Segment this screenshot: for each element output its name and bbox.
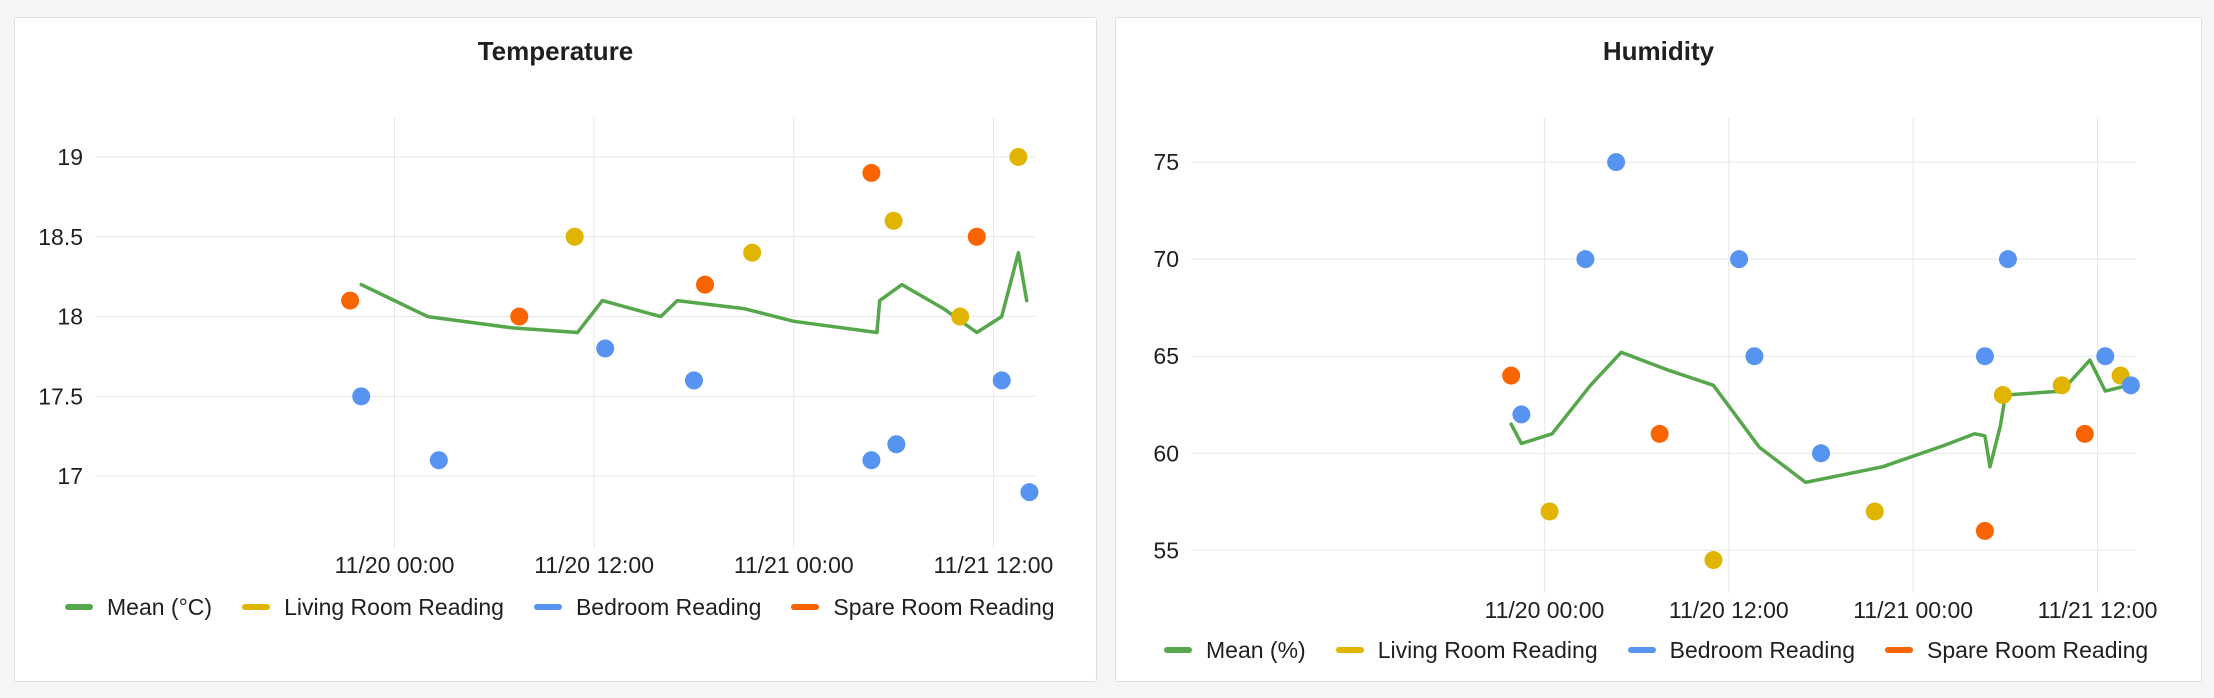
temperature-legend: Mean (°C) Living Room Reading Bedroom Re… <box>65 592 1085 622</box>
living-data-point[interactable] <box>2052 376 2071 395</box>
legend-swatch <box>1164 647 1192 653</box>
living-data-point[interactable] <box>884 211 903 230</box>
mean-line[interactable] <box>359 250 1029 335</box>
legend-label: Mean (%) <box>1206 637 1306 663</box>
spare-data-point[interactable] <box>510 307 529 326</box>
legend-swatch <box>533 604 562 610</box>
legend-swatch <box>1335 647 1364 653</box>
panel-title: Temperature <box>477 36 634 66</box>
legend-item-living-room[interactable]: Living Room Reading <box>242 592 504 622</box>
spare-data-point[interactable] <box>862 163 881 182</box>
humidity-chart: 55 60 65 70 75 11/20 00:00 11/20 12:00 11/21 00… <box>1153 118 2158 623</box>
living-data-point[interactable] <box>743 243 762 262</box>
mean-line[interactable] <box>1509 350 2131 485</box>
x-tick-label: 11/20 12:00 <box>534 552 654 578</box>
y-tick-label: 65 <box>1153 343 1179 369</box>
humidity-legend: Mean (%) Living Room Reading Bedroom Rea… <box>1164 635 2204 665</box>
legend-swatch <box>242 604 271 610</box>
legend-item-spare-room[interactable]: Spare Room Reading <box>1885 635 2148 665</box>
legend-label: Bedroom Reading <box>1669 637 1856 663</box>
y-tick-label: 55 <box>1153 537 1179 563</box>
y-tick-label: 18 <box>57 304 83 330</box>
temperature-panel: Temperature 17 17.5 18 18.5 19 11/20 00:00 11/… <box>14 17 1097 682</box>
x-tick-label: 11/21 12:00 <box>934 552 1054 578</box>
bedroom-data-point[interactable] <box>1998 250 2017 269</box>
legend-label: Spare Room Reading <box>833 594 1055 620</box>
bedroom-data-point[interactable] <box>2096 347 2115 366</box>
bedroom-data-point[interactable] <box>1512 405 1531 424</box>
x-tick-label: 11/21 00:00 <box>734 552 854 578</box>
x-tick-label: 11/20 00:00 <box>335 552 455 578</box>
spare-data-point[interactable] <box>341 291 360 310</box>
bedroom-data-point[interactable] <box>887 435 906 454</box>
living-data-point[interactable] <box>1704 551 1723 570</box>
x-tick-label: 11/21 00:00 <box>1853 597 1973 623</box>
spare-data-point[interactable] <box>1502 366 1521 385</box>
y-tick-label: 70 <box>1153 246 1179 272</box>
humidity-panel: Humidity 55 60 65 70 75 11/20 00:00 11/20 12:0… <box>1115 17 2202 682</box>
legend-item-bedroom[interactable]: Bedroom Reading <box>1627 635 1856 665</box>
legend-item-spare-room[interactable]: Spare Room Reading <box>791 592 1055 622</box>
living-data-point[interactable] <box>1865 502 1884 521</box>
bedroom-data-point[interactable] <box>429 451 448 470</box>
legend-label: Mean (°C) <box>107 594 213 620</box>
spare-data-point[interactable] <box>696 275 715 294</box>
bedroom-data-point[interactable] <box>596 339 615 358</box>
bedroom-data-point[interactable] <box>1812 444 1830 463</box>
living-data-point[interactable] <box>1009 147 1028 166</box>
bedroom-data-point[interactable] <box>684 371 703 390</box>
y-tick-label: 17.5 <box>38 383 83 409</box>
panel-title: Humidity <box>1602 36 1715 66</box>
legend-item-mean[interactable]: Mean (°C) <box>65 592 212 622</box>
x-tick-label: 11/20 00:00 <box>1485 597 1605 623</box>
bedroom-data-point[interactable] <box>1020 483 1039 502</box>
legend-item-living-room[interactable]: Living Room Reading <box>1335 635 1598 665</box>
bedroom-data-point[interactable] <box>352 387 371 406</box>
y-tick-label: 19 <box>57 144 83 170</box>
x-tick-label: 11/21 12:00 <box>2038 597 2158 623</box>
legend-label: Living Room Reading <box>284 594 504 620</box>
bedroom-data-point[interactable] <box>862 451 881 470</box>
living-data-point[interactable] <box>951 307 970 326</box>
bedroom-data-point[interactable] <box>2121 376 2140 395</box>
legend-swatch <box>65 604 93 610</box>
legend-label: Bedroom Reading <box>575 594 762 620</box>
spare-data-point[interactable] <box>967 227 986 246</box>
y-tick-label: 18.5 <box>38 224 83 250</box>
temperature-chart: 17 17.5 18 18.5 19 11/20 00:00 11/20 12:00 11/2… <box>38 118 1054 578</box>
legend-label: Living Room Reading <box>1377 637 1598 663</box>
living-data-point[interactable] <box>565 227 584 246</box>
bedroom-data-point[interactable] <box>992 371 1011 390</box>
legend-item-bedroom[interactable]: Bedroom Reading <box>533 592 762 622</box>
bedroom-data-point[interactable] <box>1745 347 1764 366</box>
legend-swatch <box>1885 647 1914 653</box>
x-tick-label: 11/20 12:00 <box>1669 597 1789 623</box>
living-data-point[interactable] <box>1993 386 2012 405</box>
bedroom-data-point[interactable] <box>1975 347 1994 366</box>
spare-data-point[interactable] <box>1650 424 1669 443</box>
bedroom-data-point[interactable] <box>1607 153 1626 172</box>
legend-swatch <box>1627 647 1656 653</box>
bedroom-data-point[interactable] <box>1576 250 1595 269</box>
spare-data-point[interactable] <box>1975 521 1994 540</box>
y-tick-label: 17 <box>57 463 83 489</box>
legend-swatch <box>791 604 820 610</box>
y-tick-label: 60 <box>1153 440 1179 466</box>
legend-label: Spare Room Reading <box>1927 637 2149 663</box>
spare-data-point[interactable] <box>2075 424 2094 443</box>
legend-item-mean[interactable]: Mean (%) <box>1164 635 1306 665</box>
y-tick-label: 75 <box>1153 149 1179 175</box>
living-data-point[interactable] <box>1540 502 1559 521</box>
bedroom-data-point[interactable] <box>1730 250 1749 269</box>
